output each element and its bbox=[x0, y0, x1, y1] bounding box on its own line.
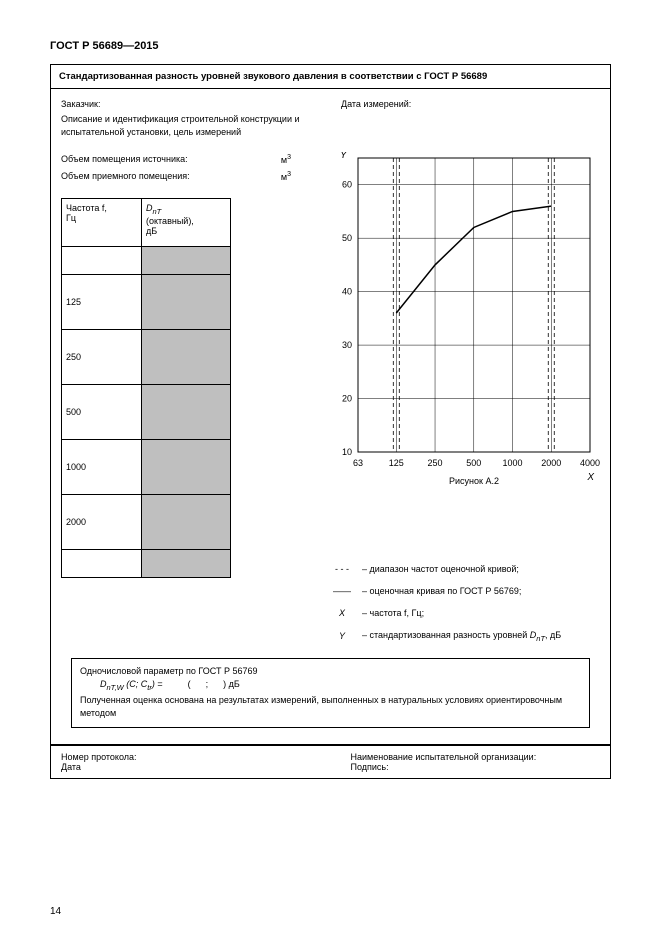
footer: Номер протокола: Дата Наименование испыт… bbox=[51, 745, 610, 778]
y-sym: Y bbox=[330, 627, 354, 645]
freq-blank bbox=[62, 247, 142, 275]
freq-500: 500 bbox=[62, 385, 142, 440]
org-label: Наименование испытательной организации: bbox=[351, 752, 601, 762]
dash-icon: - - - bbox=[330, 560, 354, 578]
customer-label: Заказчик: bbox=[61, 99, 311, 109]
line-icon: —— bbox=[330, 582, 354, 600]
freq-125: 125 bbox=[62, 275, 142, 330]
frequency-table: Частота f, Гц DnT (октавный), дБ 125 250… bbox=[61, 198, 231, 578]
svg-text:4000: 4000 bbox=[580, 458, 600, 468]
svg-text:1000: 1000 bbox=[503, 458, 523, 468]
freq-1000: 1000 bbox=[62, 440, 142, 495]
svg-text:X: X bbox=[586, 472, 594, 483]
vol-source-label: Объем помещения источника: bbox=[61, 154, 188, 165]
svg-text:60: 60 bbox=[342, 180, 352, 190]
col-dnt: DnT (октавный), дБ bbox=[142, 199, 231, 247]
svg-text:30: 30 bbox=[342, 340, 352, 350]
freq-250: 250 bbox=[62, 330, 142, 385]
form-frame: Стандартизованная разность уровней звуко… bbox=[50, 64, 611, 779]
svg-text:250: 250 bbox=[428, 458, 443, 468]
form-title: Стандартизованная разность уровней звуко… bbox=[51, 65, 610, 89]
date-label2: Дата bbox=[61, 762, 311, 772]
svg-text:40: 40 bbox=[342, 287, 352, 297]
svg-text:Рисунок А.2: Рисунок А.2 bbox=[449, 476, 499, 486]
chart: 63 125 250 500 1000 2000 4000 10 20 30 40 50 60 Y X Рис… bbox=[320, 152, 600, 512]
result-box: Одночисловой параметр по ГОСТ Р 56769 Dn… bbox=[71, 658, 590, 728]
svg-text:50: 50 bbox=[342, 233, 352, 243]
proto-label: Номер протокола: bbox=[61, 752, 311, 762]
page-number: 14 bbox=[50, 906, 61, 917]
svg-text:Y: Y bbox=[340, 152, 348, 161]
vol-recv-label: Объем приемного помещения: bbox=[61, 171, 190, 182]
desc-label: Описание и идентификация строительной ко… bbox=[61, 113, 301, 138]
svg-text:500: 500 bbox=[466, 458, 481, 468]
svg-text:63: 63 bbox=[353, 458, 363, 468]
freq-blank2 bbox=[62, 550, 142, 578]
legend: - - -– диапазон частот оценочной кривой;… bbox=[330, 560, 600, 646]
svg-text:20: 20 bbox=[342, 394, 352, 404]
info-section: Заказчик: Описание и идентификация строи… bbox=[51, 89, 610, 745]
svg-text:2000: 2000 bbox=[541, 458, 561, 468]
freq-2000: 2000 bbox=[62, 495, 142, 550]
vol-unit2: м3 bbox=[281, 171, 291, 182]
doc-header: ГОСТ Р 56689—2015 bbox=[50, 40, 611, 52]
svg-text:10: 10 bbox=[342, 447, 352, 457]
date-label: Дата измерений: bbox=[341, 99, 411, 109]
col-freq: Частота f, Гц bbox=[62, 199, 142, 247]
x-sym: X bbox=[330, 604, 354, 622]
sign-label: Подпись: bbox=[351, 762, 601, 772]
vol-unit: м3 bbox=[281, 154, 291, 165]
svg-text:125: 125 bbox=[389, 458, 404, 468]
